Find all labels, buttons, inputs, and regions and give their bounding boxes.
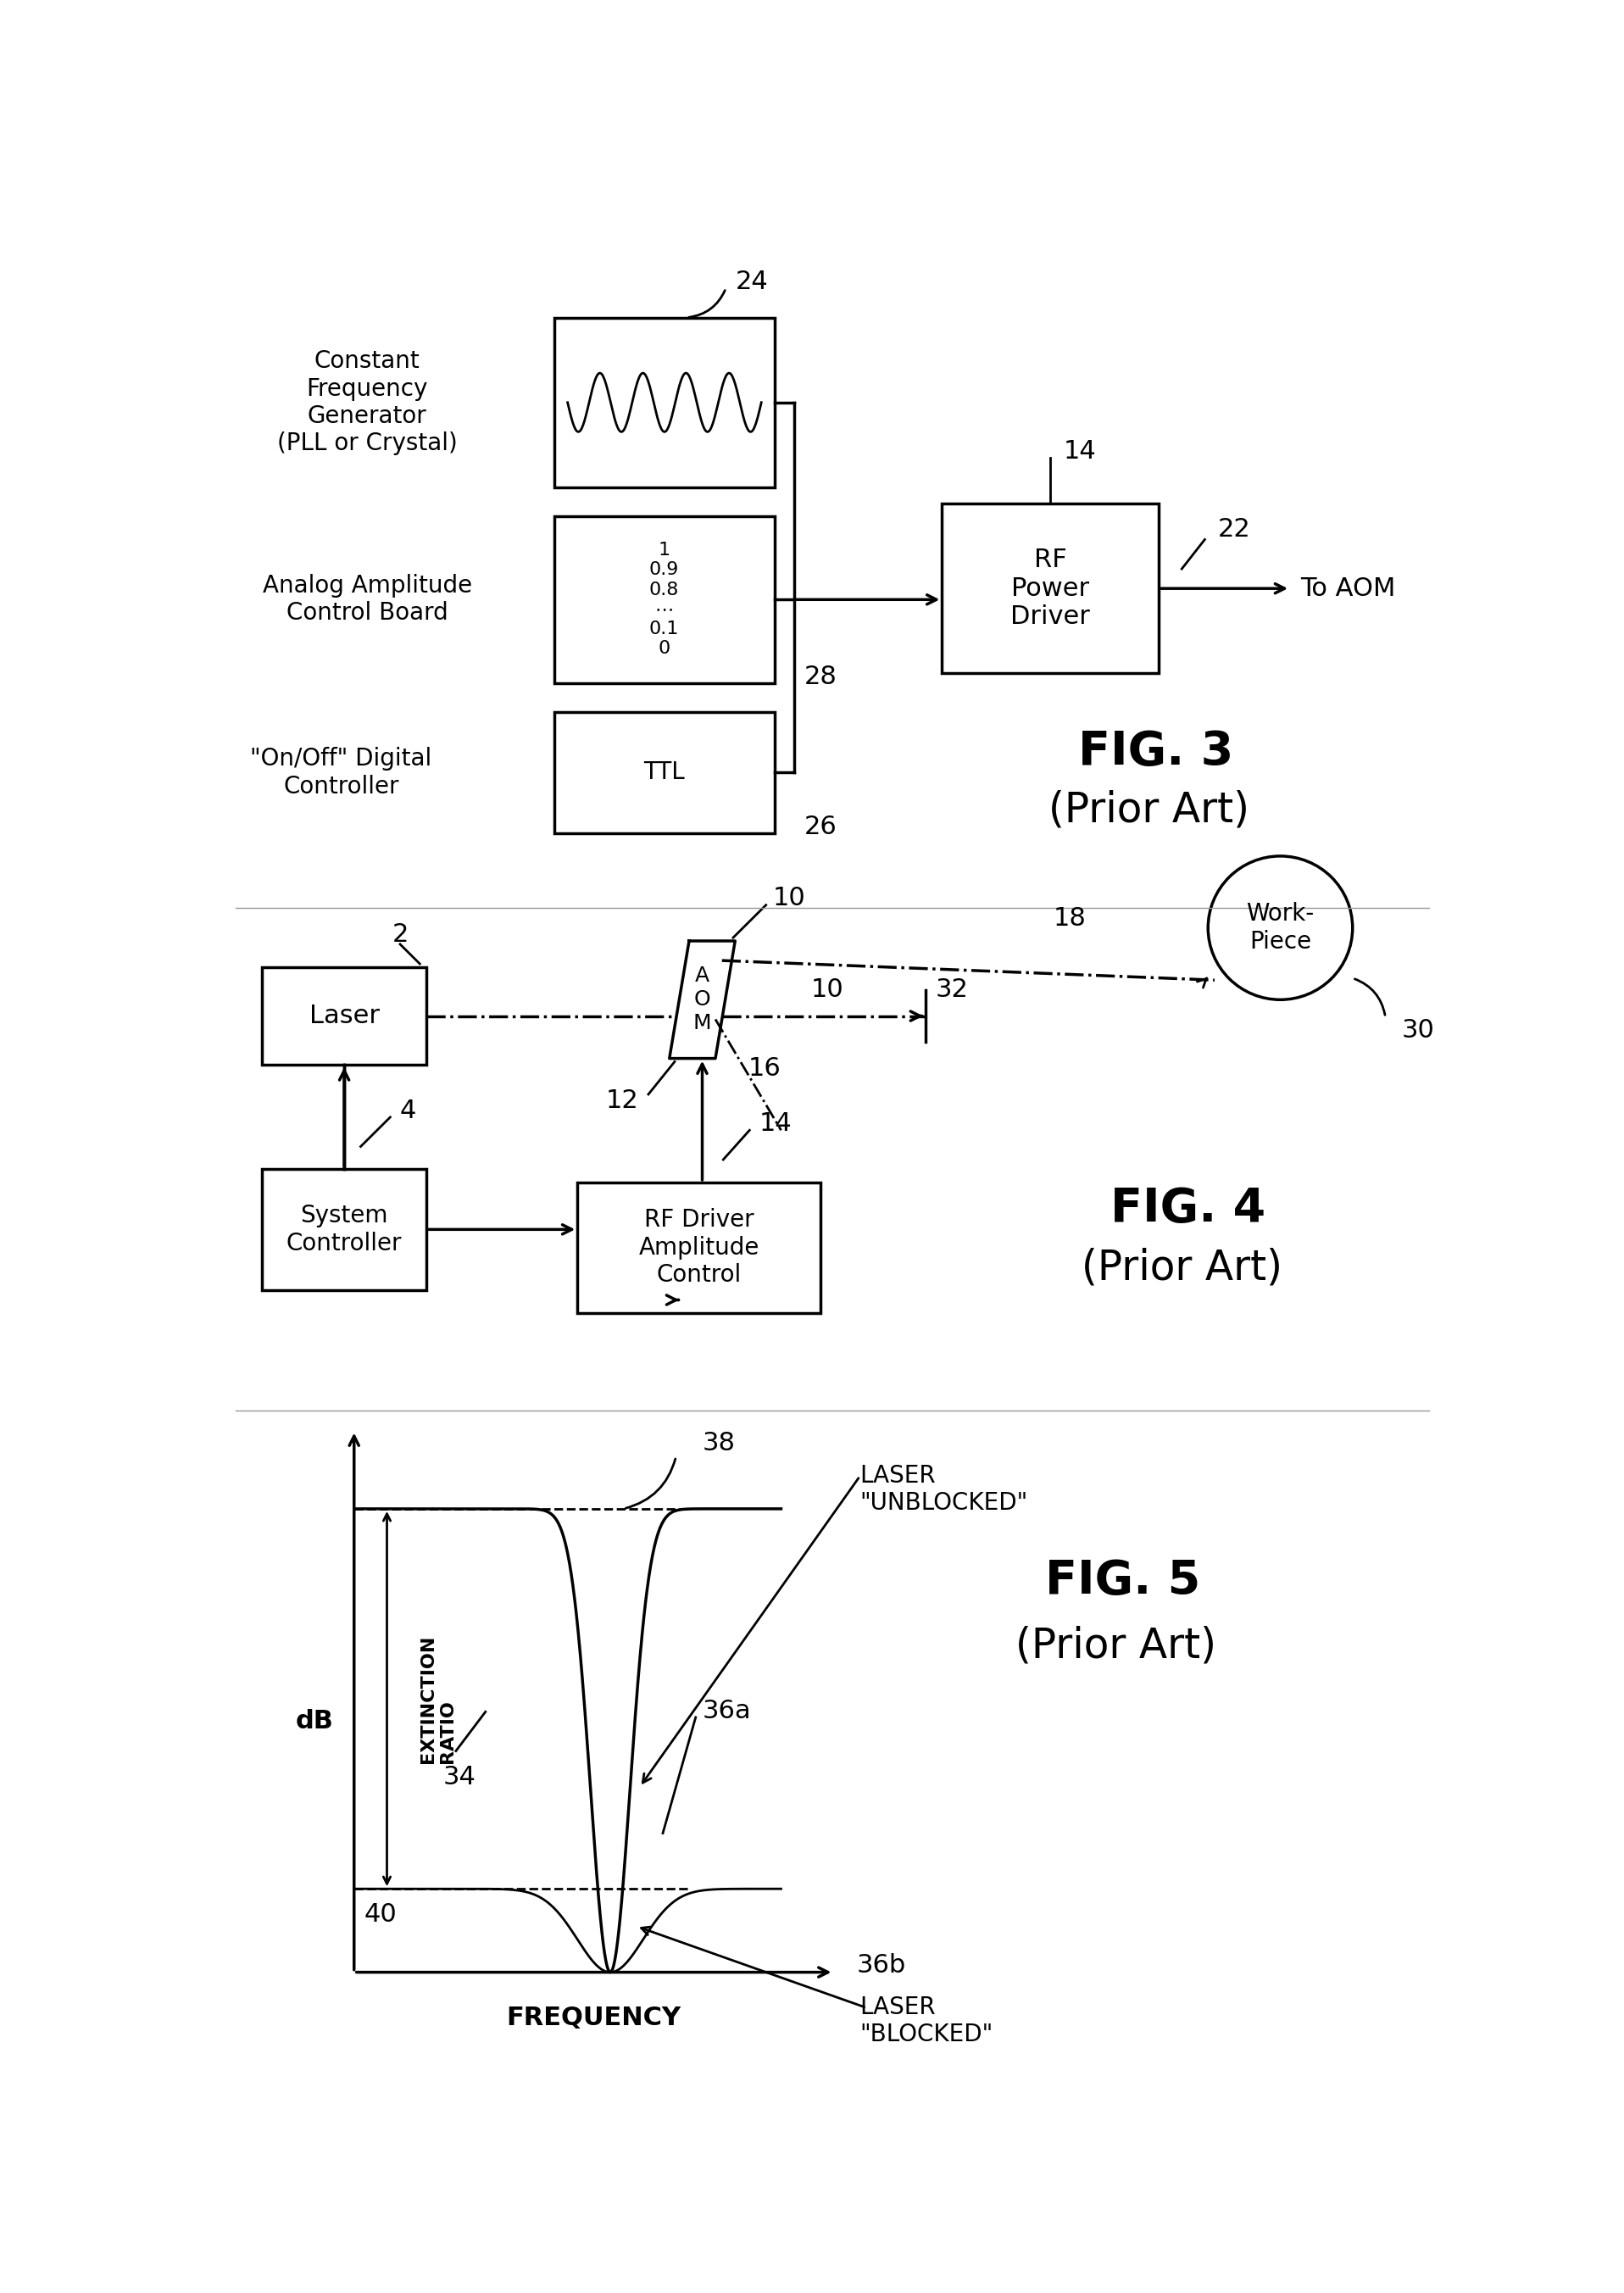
Text: 14: 14 bbox=[1064, 438, 1096, 463]
Text: 32: 32 bbox=[935, 977, 968, 1002]
Text: 4: 4 bbox=[400, 1098, 416, 1124]
Bar bbox=[261, 968, 427, 1064]
Text: 26: 26 bbox=[804, 814, 836, 839]
Text: dB: dB bbox=[296, 1708, 333, 1734]
Text: FREQUENCY: FREQUENCY bbox=[507, 2006, 680, 2029]
Bar bbox=[578, 1183, 820, 1314]
Text: FIG. 3: FIG. 3 bbox=[1078, 729, 1233, 775]
Text: 24: 24 bbox=[736, 268, 768, 294]
Text: Constant
Frequency
Generator
(PLL or Crystal): Constant Frequency Generator (PLL or Cry… bbox=[278, 349, 458, 456]
Bar bbox=[261, 1169, 427, 1291]
Text: 16: 16 bbox=[749, 1055, 781, 1080]
Text: (Prior Art): (Prior Art) bbox=[1015, 1626, 1216, 1667]
Text: "On/Off" Digital
Controller: "On/Off" Digital Controller bbox=[250, 748, 432, 798]
Text: EXTINCTION
RATIO: EXTINCTION RATIO bbox=[419, 1635, 456, 1763]
Text: Laser: Laser bbox=[309, 1004, 380, 1027]
Text: A
O
M: A O M bbox=[693, 965, 711, 1034]
Text: 10: 10 bbox=[810, 977, 843, 1002]
Text: 30: 30 bbox=[1402, 1018, 1434, 1043]
Text: RF Driver
Amplitude
Control: RF Driver Amplitude Control bbox=[638, 1208, 760, 1286]
Text: TTL: TTL bbox=[643, 761, 685, 784]
Text: LASER
"UNBLOCKED": LASER "UNBLOCKED" bbox=[859, 1463, 1028, 1516]
Text: Analog Amplitude
Control Board: Analog Amplitude Control Board bbox=[263, 573, 473, 626]
Text: 22: 22 bbox=[1218, 518, 1250, 541]
Text: To AOM: To AOM bbox=[1299, 576, 1395, 601]
Text: LASER
"BLOCKED": LASER "BLOCKED" bbox=[859, 1995, 994, 2045]
Text: System
Controller: System Controller bbox=[286, 1204, 403, 1254]
Text: 10: 10 bbox=[773, 885, 806, 910]
Circle shape bbox=[1208, 855, 1353, 1000]
Text: 12: 12 bbox=[606, 1089, 638, 1112]
Text: 34: 34 bbox=[443, 1766, 476, 1789]
Text: RF
Power
Driver: RF Power Driver bbox=[1010, 548, 1090, 628]
Text: (Prior Art): (Prior Art) bbox=[1082, 1247, 1283, 1289]
Bar bbox=[554, 319, 775, 488]
Text: 14: 14 bbox=[760, 1112, 793, 1135]
Text: 2: 2 bbox=[391, 922, 408, 947]
Text: 40: 40 bbox=[364, 1903, 396, 1926]
Bar bbox=[942, 504, 1160, 674]
Text: FIG. 5: FIG. 5 bbox=[1044, 1557, 1200, 1603]
Text: 28: 28 bbox=[804, 665, 836, 688]
Polygon shape bbox=[669, 940, 736, 1059]
Bar bbox=[554, 713, 775, 832]
Text: FIG. 4: FIG. 4 bbox=[1111, 1185, 1267, 1231]
Text: 38: 38 bbox=[702, 1431, 736, 1456]
Text: Work-
Piece: Work- Piece bbox=[1246, 901, 1314, 954]
Text: 36b: 36b bbox=[856, 1954, 906, 1979]
Text: 36a: 36a bbox=[702, 1699, 750, 1722]
Text: (Prior Art): (Prior Art) bbox=[1049, 791, 1249, 830]
Text: 18: 18 bbox=[1054, 906, 1086, 931]
Bar bbox=[554, 516, 775, 683]
Text: 1
0.9
0.8
⋯
0.1
0: 1 0.9 0.8 ⋯ 0.1 0 bbox=[650, 541, 679, 658]
